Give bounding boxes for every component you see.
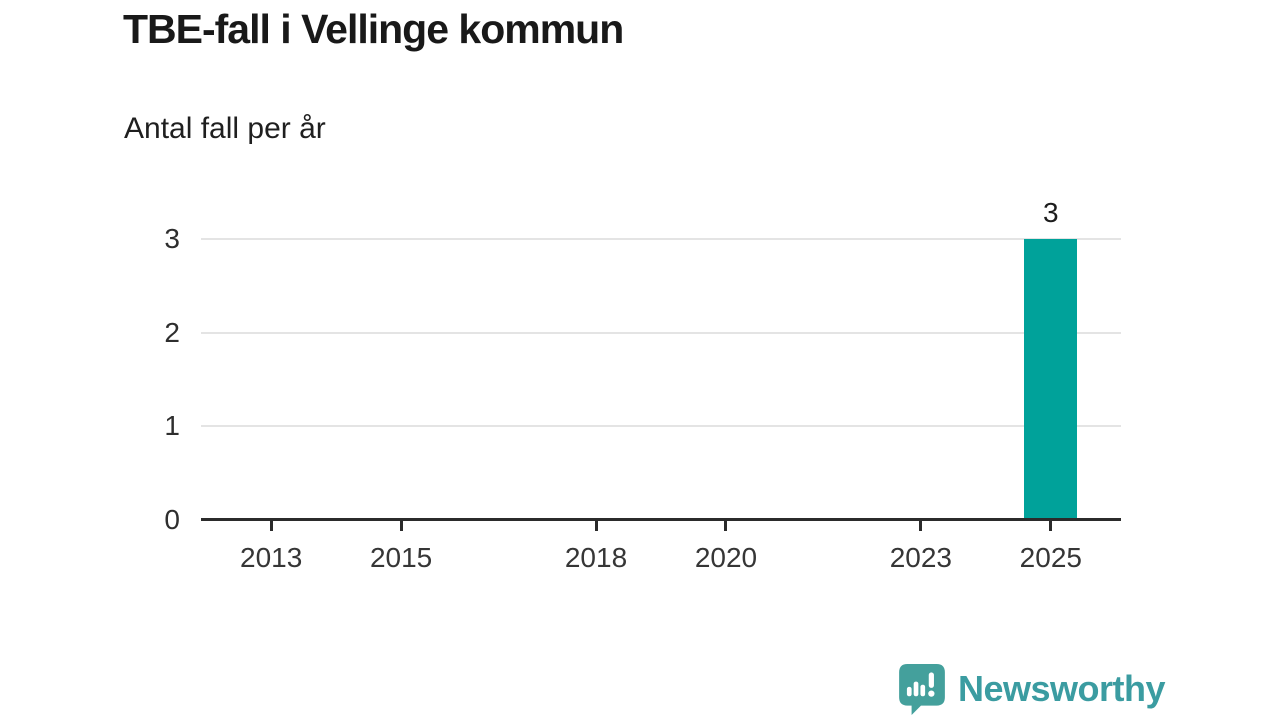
x-axis-line: [201, 518, 1121, 521]
y-tick-label: 3: [164, 223, 180, 254]
x-tick-label: 2020: [694, 542, 758, 573]
chart-title: TBE-fall i Vellinge kommun: [123, 6, 624, 52]
newsworthy-logo-icon: [899, 664, 945, 715]
x-tick-mark: [1049, 521, 1053, 531]
x-tick-label: 2013: [240, 542, 303, 573]
x-tick-label: 2025: [1019, 542, 1082, 573]
newsworthy-logo: Newsworthy: [899, 664, 1166, 716]
x-tick-label: 2018: [564, 542, 628, 573]
gridline: [201, 425, 1121, 428]
x-tick-mark: [399, 521, 403, 531]
y-tick-label: 1: [164, 410, 180, 442]
gridline: [201, 331, 1121, 334]
x-tick-label: 2015: [369, 542, 433, 573]
gridline: [201, 238, 1121, 240]
y-tick-label: 0: [164, 504, 180, 535]
x-tick-mark: [594, 521, 598, 531]
brand-name: Newsworthy: [958, 668, 1166, 709]
x-tick-mark: [269, 521, 273, 531]
bar-2025: [1024, 239, 1078, 520]
bar-value-label: 3: [1043, 197, 1059, 228]
x-tick-mark: [724, 521, 728, 531]
chart-subtitle: Antal fall per år: [124, 112, 326, 145]
x-tick-mark: [919, 521, 923, 531]
y-tick-label: 2: [164, 316, 180, 348]
x-tick-label: 2023: [889, 542, 953, 573]
